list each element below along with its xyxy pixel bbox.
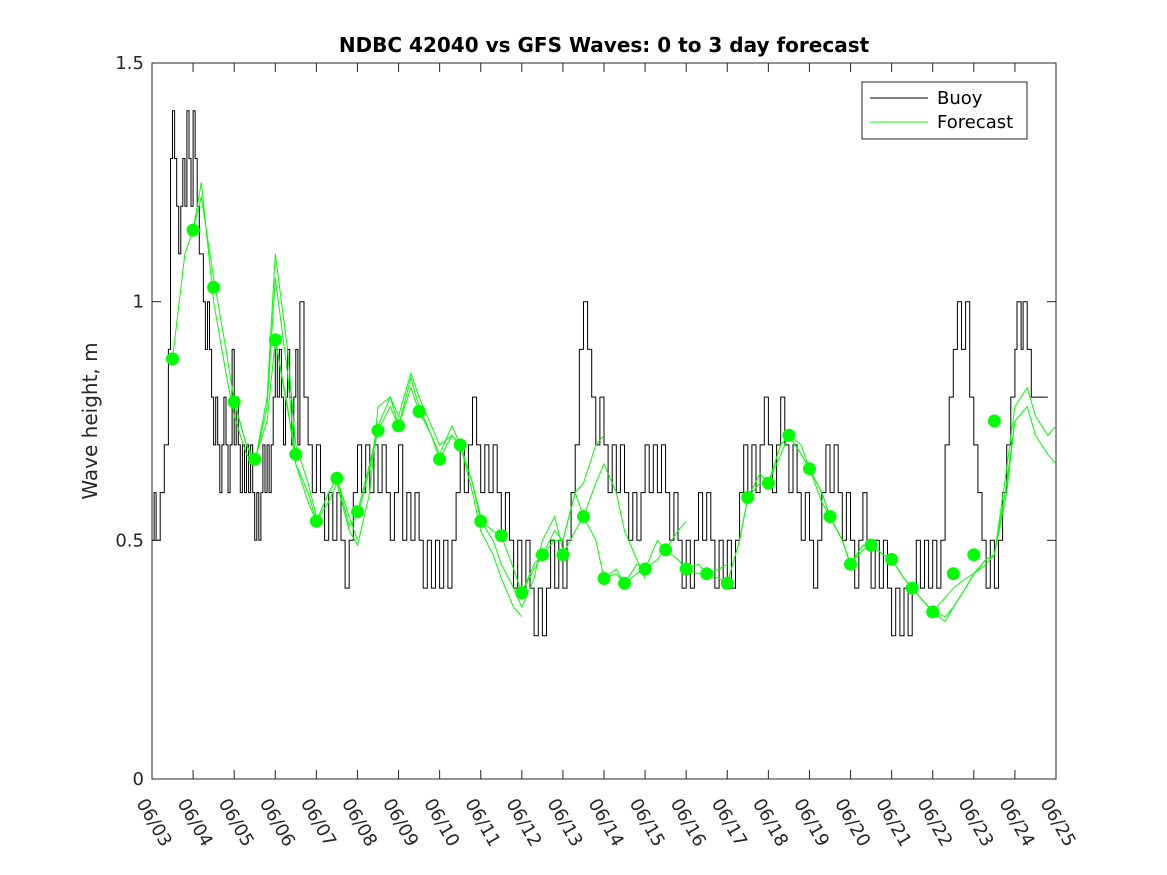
forecast-marker — [371, 424, 385, 437]
forecast-marker — [967, 548, 981, 562]
forecast-marker — [186, 223, 200, 237]
y-tick-label: 1 — [133, 292, 144, 313]
forecast-marker — [494, 529, 508, 543]
y-tick-label: 0.5 — [115, 530, 144, 551]
forecast-marker — [289, 447, 303, 461]
forecast-marker — [474, 514, 488, 528]
forecast-marker — [885, 552, 899, 566]
forecast-marker — [330, 471, 344, 485]
buoy-series-line — [152, 110, 1048, 637]
forecast-marker — [782, 428, 796, 442]
forecast-marker — [844, 557, 857, 571]
forecast-marker — [515, 586, 529, 600]
forecast-marker — [207, 280, 221, 294]
forecast-marker — [618, 576, 631, 590]
y-axis-label: Wave height, m — [78, 342, 102, 499]
forecast-marker — [700, 567, 714, 581]
forecast-run-line-19 — [973, 386, 1057, 575]
forecast-marker — [987, 414, 1001, 428]
forecast-marker — [905, 581, 919, 595]
forecast-marker — [803, 462, 816, 476]
legend-box — [861, 81, 1028, 140]
forecast-marker — [679, 562, 693, 576]
forecast-marker — [659, 543, 673, 557]
forecast-marker — [248, 452, 262, 466]
forecast-marker — [227, 395, 241, 409]
forecast-marker — [453, 438, 467, 452]
forecast-marker — [535, 548, 549, 562]
forecast-marker — [351, 505, 364, 519]
forecast-marker — [946, 567, 960, 581]
forecast-marker — [412, 405, 426, 418]
y-tick-label: 0 — [133, 769, 144, 790]
legend-label-forecast: Forecast — [937, 112, 1013, 133]
forecast-marker — [268, 333, 282, 347]
forecast-marker — [556, 548, 570, 562]
forecast-marker — [638, 562, 652, 576]
forecast-marker — [577, 510, 590, 523]
forecast-marker — [597, 572, 611, 585]
forecast-marker — [926, 605, 940, 619]
legend-label-buoy: Buoy — [937, 88, 983, 109]
forecast-marker — [433, 452, 447, 466]
forecast-marker — [166, 352, 179, 366]
chart-title: NDBC 42040 vs GFS Waves: 0 to 3 day fore… — [339, 33, 870, 57]
y-tick-label: 1.5 — [115, 53, 144, 74]
legend: Buoy Forecast — [861, 81, 1028, 140]
forecast-marker — [741, 490, 755, 504]
forecast-marker — [823, 510, 837, 523]
forecast-marker — [392, 419, 405, 433]
forecast-marker — [761, 476, 775, 490]
forecast-marker — [309, 514, 323, 528]
forecast-marker — [720, 576, 734, 590]
forecast-marker — [864, 538, 878, 552]
plot-layer — [152, 110, 1057, 637]
